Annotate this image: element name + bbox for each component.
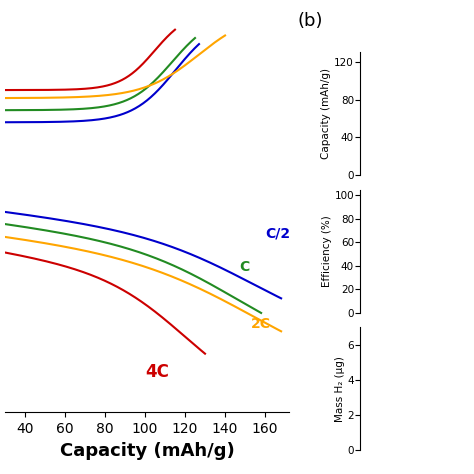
Y-axis label: Efficiency (%): Efficiency (%) bbox=[321, 215, 332, 287]
Text: C: C bbox=[239, 260, 249, 274]
Y-axis label: Mass H₂ (μg): Mass H₂ (μg) bbox=[335, 356, 345, 421]
Text: 2C: 2C bbox=[251, 317, 271, 331]
Text: (b): (b) bbox=[298, 12, 323, 30]
Text: 4C: 4C bbox=[145, 363, 169, 381]
Text: C/2: C/2 bbox=[265, 226, 290, 240]
X-axis label: Capacity (mAh/g): Capacity (mAh/g) bbox=[60, 442, 234, 460]
Y-axis label: Capacity (mAh/g): Capacity (mAh/g) bbox=[321, 68, 331, 159]
